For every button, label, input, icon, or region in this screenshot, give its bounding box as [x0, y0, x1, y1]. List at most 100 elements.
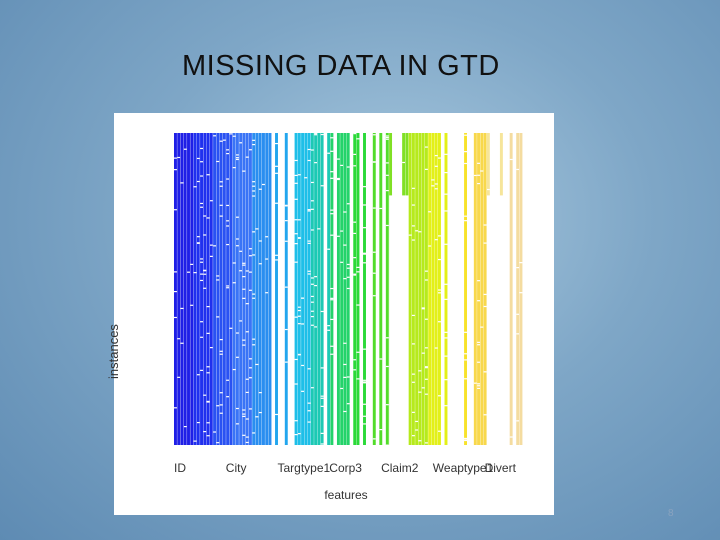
missing-mark	[327, 248, 331, 250]
missing-mark	[444, 153, 448, 155]
missing-mark	[200, 261, 203, 263]
missing-mark	[200, 369, 203, 371]
missing-mark	[200, 279, 203, 282]
missing-mark	[428, 211, 432, 213]
column-stripe	[226, 133, 230, 445]
missing-mark	[284, 286, 288, 288]
feature-column-14	[447, 133, 467, 445]
missing-mark	[245, 270, 249, 272]
missing-mark	[356, 351, 360, 353]
missing-mark	[519, 262, 523, 264]
column-stripe	[190, 133, 194, 445]
missing-mark	[203, 394, 207, 396]
missing-mark	[174, 407, 177, 409]
missing-mark	[297, 323, 301, 325]
missing-mark	[200, 147, 203, 150]
missing-mark	[372, 207, 376, 209]
missing-mark	[206, 401, 210, 403]
column-stripe	[206, 133, 210, 445]
missing-mark	[444, 331, 448, 333]
missing-mark	[438, 289, 441, 291]
feature-column-13	[428, 133, 448, 445]
missing-mark	[363, 252, 366, 254]
missing-mark	[310, 301, 314, 303]
missing-mark	[252, 293, 256, 295]
missing-mark	[356, 271, 360, 273]
column-stripe	[258, 133, 262, 445]
missing-mark	[464, 331, 467, 333]
missing-mark	[206, 217, 210, 219]
missing-mark	[519, 292, 523, 294]
missing-mark	[346, 287, 350, 290]
missing-mark	[209, 255, 213, 257]
missing-mark	[421, 387, 425, 389]
missing-mark	[415, 429, 419, 431]
missing-mark	[203, 215, 207, 217]
missing-mark	[297, 237, 301, 239]
missing-mark	[421, 308, 425, 310]
feature-column-5	[271, 133, 291, 445]
missing-mark	[415, 420, 419, 423]
missing-mark	[473, 382, 477, 384]
column-stripe	[467, 133, 471, 445]
missing-mark	[219, 185, 223, 187]
missing-mark	[226, 204, 230, 207]
missing-mark	[297, 309, 301, 312]
missing-mark	[239, 250, 243, 252]
missing-mark	[310, 229, 314, 231]
missing-mark	[252, 185, 256, 187]
missing-mark	[310, 295, 314, 298]
missing-mark	[343, 244, 347, 246]
column-stripe	[376, 133, 379, 445]
missing-mark	[216, 160, 220, 163]
missing-mark	[477, 385, 481, 387]
missing-mark	[310, 208, 314, 210]
missing-mark	[216, 275, 220, 277]
missing-mark	[424, 367, 428, 369]
missing-mark	[203, 273, 207, 275]
missing-mark	[346, 267, 350, 269]
column-stripe	[385, 133, 389, 445]
missing-mark	[297, 306, 301, 308]
column-stripe	[506, 133, 510, 445]
missing-mark	[275, 172, 278, 174]
column-stripe	[281, 133, 285, 445]
missing-mark	[235, 332, 239, 334]
column-stripe	[265, 133, 269, 445]
missing-mark	[307, 421, 311, 423]
missing-mark	[372, 161, 376, 163]
missing-mark	[434, 347, 438, 349]
column-stripe	[239, 133, 243, 445]
missing-mark	[421, 307, 425, 309]
missing-mark	[193, 440, 197, 442]
missing-mark	[330, 287, 334, 290]
missing-mark	[200, 202, 203, 205]
missing-mark	[320, 395, 324, 397]
missing-mark	[516, 168, 520, 171]
missing-mark	[353, 359, 357, 361]
missing-mark	[248, 149, 252, 151]
missing-mark	[418, 391, 422, 393]
feature-column-0	[174, 133, 194, 445]
missing-mark	[477, 344, 481, 346]
missing-mark	[363, 382, 366, 384]
missing-mark	[200, 321, 203, 323]
missing-mark	[424, 347, 428, 349]
feature-column-11	[389, 133, 409, 445]
missing-mark	[226, 225, 230, 227]
missing-mark	[213, 245, 217, 247]
missing-mark	[310, 200, 314, 202]
missing-mark	[428, 245, 432, 247]
missing-mark	[242, 413, 246, 415]
missing-mark	[340, 230, 344, 232]
missing-mark	[209, 200, 213, 202]
missing-mark	[363, 379, 366, 381]
column-stripe	[480, 133, 484, 445]
missing-mark	[330, 177, 334, 179]
missing-mark	[330, 299, 334, 301]
missing-mark	[284, 240, 288, 242]
missing-mark	[411, 225, 415, 227]
missing-mark	[483, 371, 487, 373]
missing-mark	[444, 283, 448, 285]
feature-column-17	[506, 133, 526, 445]
